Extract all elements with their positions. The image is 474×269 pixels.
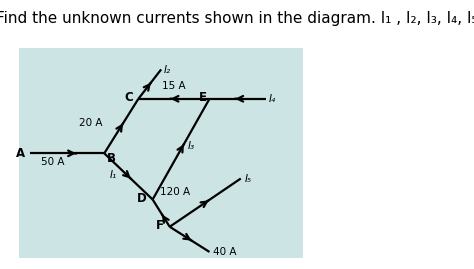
Text: I₁: I₁: [109, 170, 117, 180]
Text: 120 A: 120 A: [160, 187, 190, 197]
Text: E: E: [199, 91, 207, 104]
Bar: [19, 48, 303, 258]
Text: Find the unknown currents shown in the diagram. I₁ , I₂, I₃, I₄, I₅: Find the unknown currents shown in the d…: [0, 11, 474, 26]
Text: F: F: [156, 219, 164, 232]
Text: 20 A: 20 A: [79, 118, 102, 128]
Text: I₅: I₅: [245, 174, 252, 183]
Text: D: D: [137, 192, 147, 205]
Text: B: B: [107, 152, 116, 165]
Text: I₄: I₄: [269, 94, 276, 104]
Text: 50 A: 50 A: [41, 157, 65, 167]
Text: 40 A: 40 A: [213, 247, 237, 257]
Text: I₂: I₂: [164, 65, 171, 75]
Text: A: A: [16, 147, 25, 160]
Text: I₃: I₃: [188, 141, 195, 151]
Text: C: C: [124, 91, 133, 104]
Text: 15 A: 15 A: [162, 81, 186, 91]
